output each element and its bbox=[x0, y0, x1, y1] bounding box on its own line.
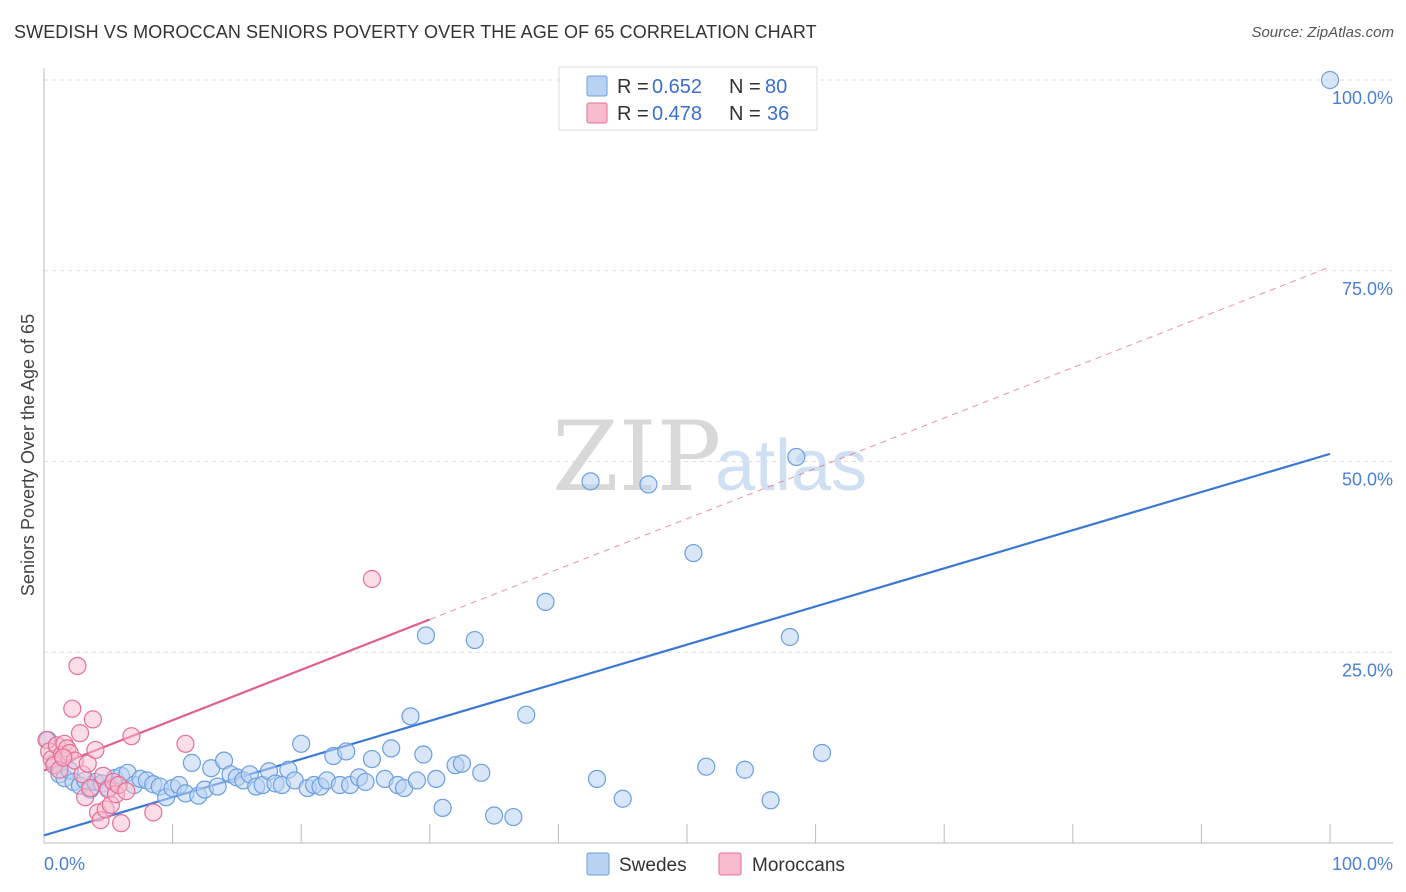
point-moroccans bbox=[70, 724, 90, 743]
point-moroccans bbox=[362, 569, 382, 589]
x-tick-min: 0.0% bbox=[44, 854, 85, 874]
point-swedes bbox=[581, 472, 600, 491]
point-swedes bbox=[613, 789, 632, 808]
point-swedes bbox=[684, 543, 703, 563]
point-moroccans bbox=[54, 748, 73, 767]
point-swedes bbox=[362, 749, 382, 769]
point-swedes bbox=[536, 592, 555, 611]
point-swedes bbox=[407, 771, 427, 790]
point-moroccans bbox=[86, 740, 105, 760]
point-swedes bbox=[382, 739, 401, 758]
bottom-legend-swatch-moroccans bbox=[718, 852, 742, 876]
point-swedes bbox=[735, 760, 754, 779]
point-swedes bbox=[812, 743, 832, 763]
legend-n-label-moroccans: N = bbox=[729, 103, 761, 125]
point-swedes bbox=[472, 763, 491, 782]
grid bbox=[44, 79, 1393, 653]
point-moroccans bbox=[176, 734, 195, 753]
source-credit: Source: ZipAtlas.com bbox=[1251, 24, 1394, 41]
bottom-legend-swatch-swedes bbox=[586, 852, 610, 876]
point-swedes bbox=[465, 630, 484, 650]
axes: 25.0% 50.0% 75.0% 100.0% bbox=[43, 68, 1393, 844]
x-tick-max: 100.0% bbox=[1332, 854, 1393, 874]
bottom-legend-label-moroccans: Moroccans bbox=[752, 855, 845, 876]
point-swedes bbox=[452, 754, 472, 773]
trend-line-moroccans-extension bbox=[429, 266, 1331, 620]
point-swedes bbox=[517, 705, 536, 724]
legend-swatch-swedes bbox=[586, 75, 608, 97]
point-swedes bbox=[587, 769, 607, 789]
point-moroccans bbox=[81, 778, 100, 798]
point-swedes bbox=[208, 777, 227, 796]
y-tick-label: 50.0% bbox=[1342, 470, 1393, 490]
watermark-atlas: atlas bbox=[715, 426, 867, 506]
point-swedes bbox=[639, 475, 658, 494]
legend-n-value-swedes: 80 bbox=[765, 76, 787, 98]
y-tick-label: 25.0% bbox=[1342, 660, 1393, 680]
point-moroccans bbox=[83, 710, 102, 729]
point-moroccans bbox=[78, 754, 97, 773]
legend-swatch-moroccans bbox=[586, 102, 608, 124]
point-moroccans bbox=[112, 814, 131, 833]
y-tick-label: 75.0% bbox=[1342, 279, 1393, 299]
point-swedes bbox=[356, 772, 375, 792]
point-swedes bbox=[337, 742, 356, 761]
bottom-legend: Swedes Moroccans bbox=[586, 852, 845, 876]
y-tick-label: 100.0% bbox=[1332, 88, 1393, 108]
legend-r-value-swedes: 0.652 bbox=[652, 76, 702, 98]
watermark-zip: ZIP bbox=[552, 401, 721, 513]
point-moroccans bbox=[68, 656, 87, 676]
point-swedes bbox=[504, 807, 523, 827]
point-swedes bbox=[414, 745, 433, 764]
point-swedes bbox=[416, 626, 436, 645]
point-swedes bbox=[401, 707, 420, 726]
legend-r-label-moroccans: R = bbox=[617, 103, 649, 125]
point-swedes bbox=[485, 806, 504, 825]
point-moroccans bbox=[122, 727, 141, 746]
point-moroccans bbox=[144, 803, 163, 822]
y-axis-label: Seniors Poverty Over the Age of 65 bbox=[18, 314, 38, 596]
legend-r-value-moroccans: 0.478 bbox=[652, 103, 702, 125]
point-swedes bbox=[1320, 70, 1340, 90]
point-swedes bbox=[780, 627, 799, 647]
legend-n-label-swedes: N = bbox=[729, 76, 761, 98]
point-swedes bbox=[292, 734, 311, 753]
legend: R = 0.652 N = 80 R = 0.478 N = 36 bbox=[558, 66, 818, 131]
point-moroccans bbox=[63, 699, 82, 718]
legend-n-value-moroccans: 36 bbox=[767, 103, 789, 125]
trend-line-moroccans bbox=[43, 618, 431, 772]
data-points bbox=[37, 70, 1340, 833]
point-swedes bbox=[697, 757, 716, 776]
chart-title: SWEDISH VS MOROCCAN SENIORS POVERTY OVER… bbox=[14, 22, 817, 42]
point-moroccans bbox=[117, 782, 136, 801]
point-swedes bbox=[433, 798, 452, 818]
point-swedes bbox=[182, 753, 201, 772]
watermark: ZIP atlas bbox=[552, 401, 867, 513]
point-swedes bbox=[761, 791, 780, 810]
point-swedes bbox=[427, 769, 446, 789]
bottom-legend-label-swedes: Swedes bbox=[619, 855, 687, 876]
point-swedes bbox=[787, 447, 806, 467]
legend-r-label-swedes: R = bbox=[617, 76, 649, 98]
